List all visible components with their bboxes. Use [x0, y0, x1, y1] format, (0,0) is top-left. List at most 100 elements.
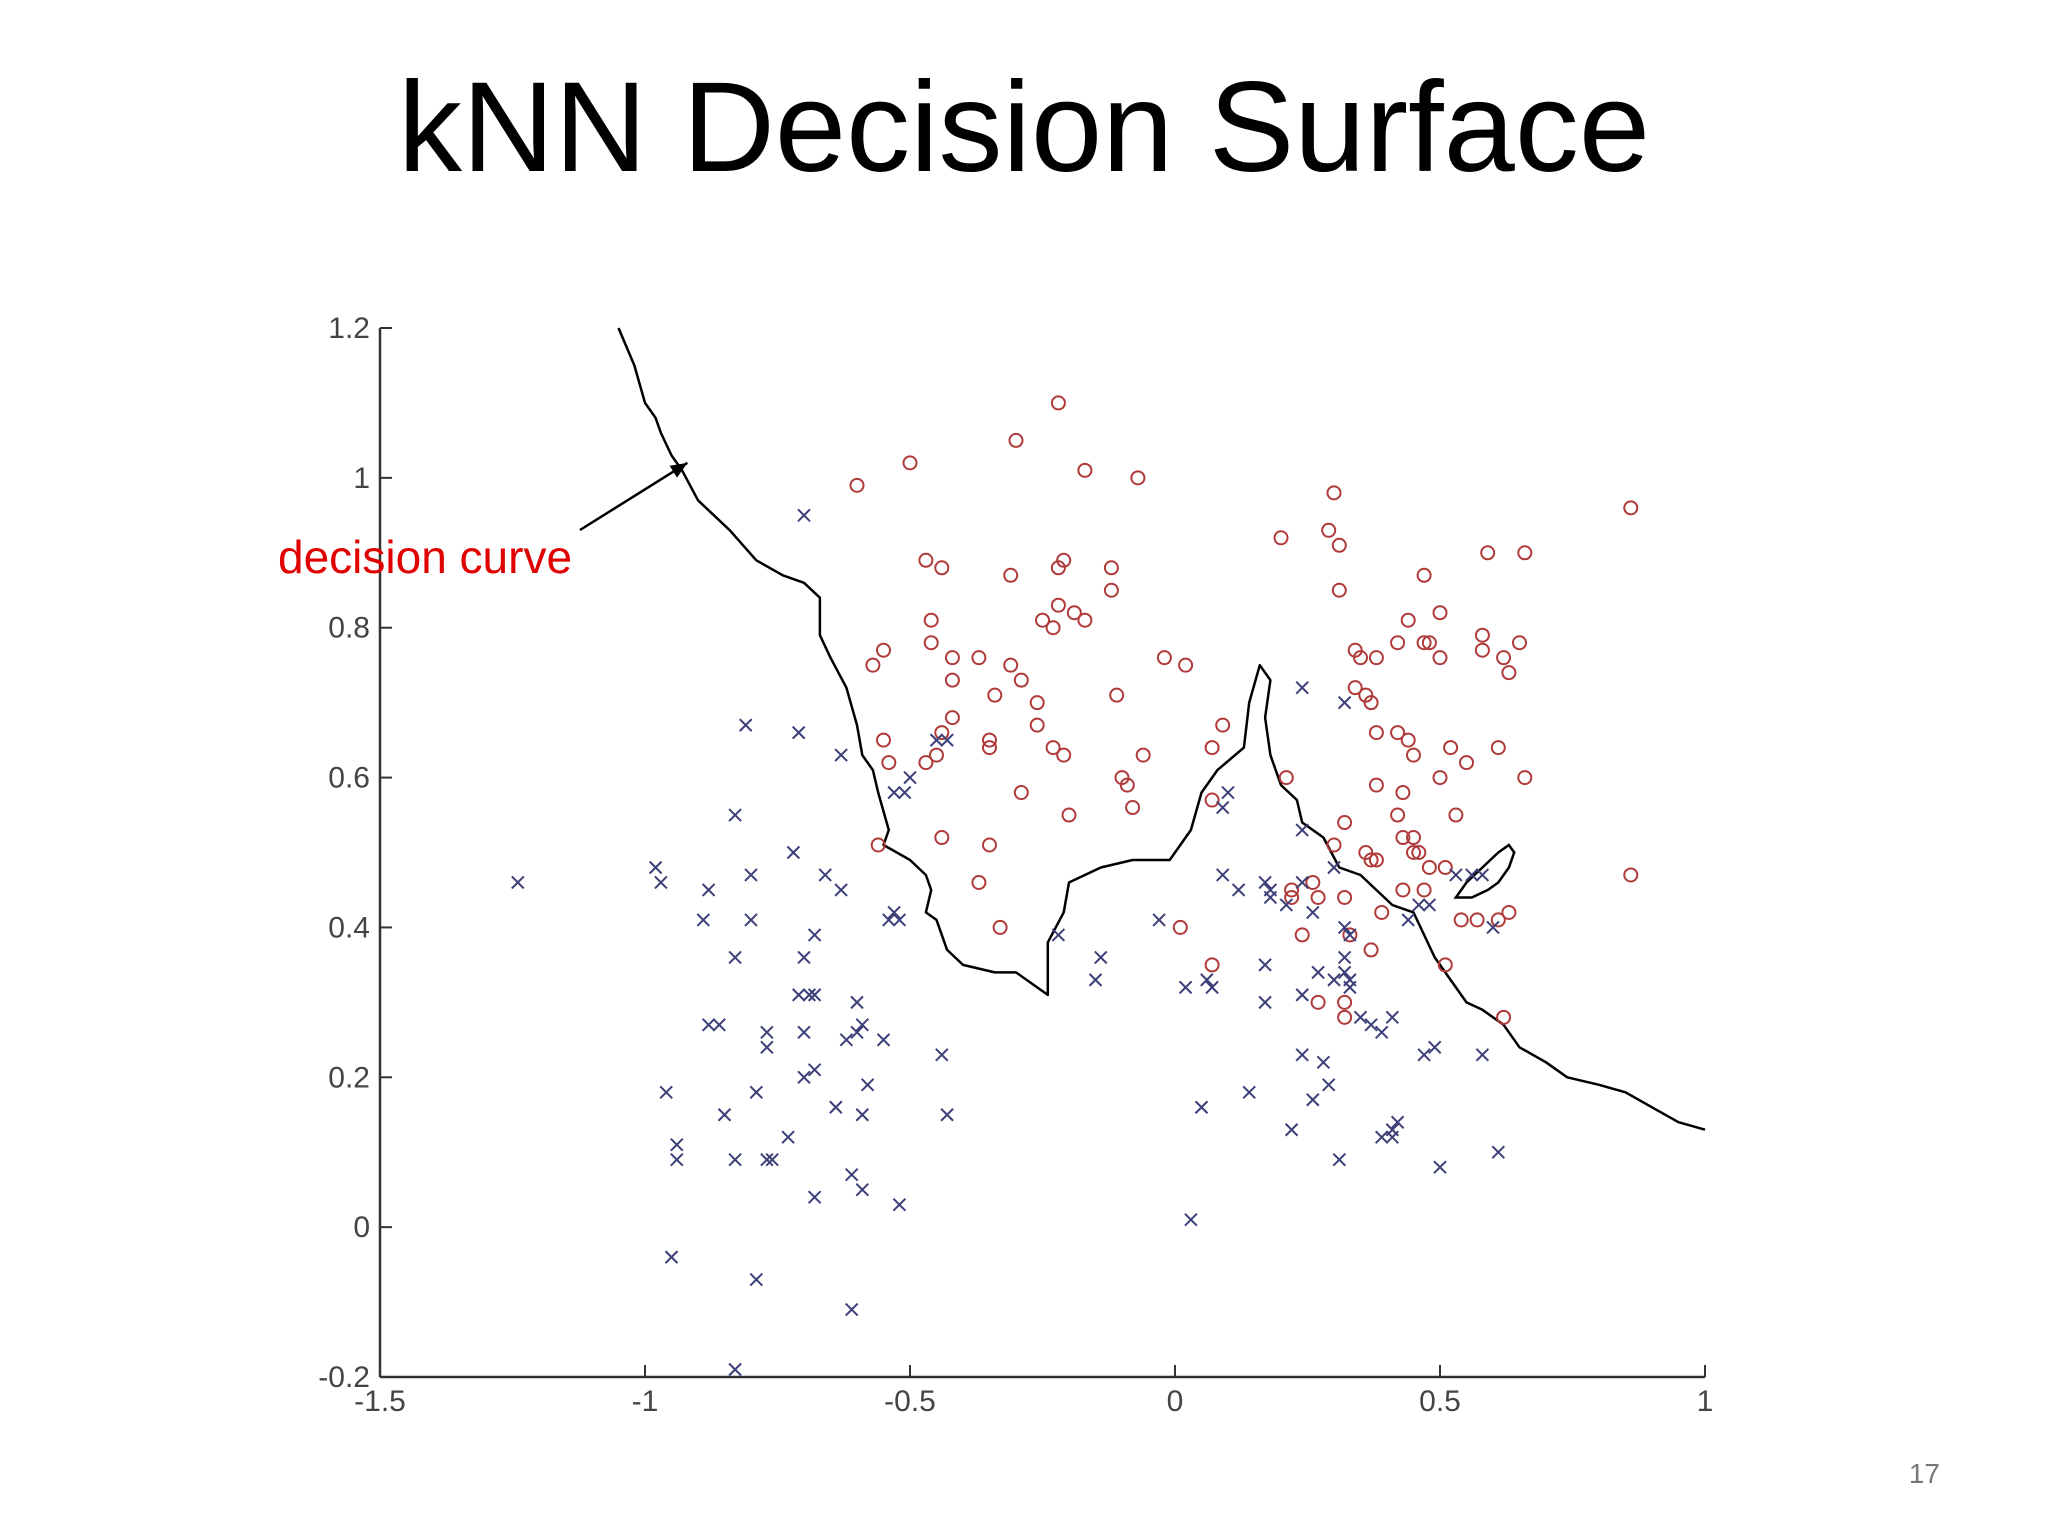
point-o: [865, 657, 881, 673]
point-x: [887, 785, 901, 800]
plot-axes: [378, 328, 1705, 1379]
point-o: [1337, 889, 1353, 905]
point-x: [1374, 1025, 1389, 1040]
point-x: [1412, 898, 1426, 912]
point-o: [876, 642, 891, 658]
point-x: [1337, 965, 1352, 980]
page-number: 17: [1908, 1458, 1940, 1489]
point-o: [1363, 695, 1379, 711]
point-o: [1204, 792, 1220, 808]
point-x: [855, 1182, 870, 1197]
point-o: [982, 837, 997, 853]
point-x: [1221, 785, 1235, 800]
point-x: [696, 913, 711, 927]
point-x: [807, 928, 822, 942]
point-x: [744, 913, 758, 927]
point-o: [923, 635, 939, 651]
point-x: [1422, 898, 1437, 912]
y-tick-label: 0: [353, 1211, 370, 1244]
point-o: [1374, 904, 1390, 920]
x-tick-label: 0.5: [1419, 1385, 1461, 1418]
point-o: [1119, 777, 1135, 793]
point-x: [659, 1085, 673, 1099]
point-o: [918, 755, 934, 771]
point-x: [807, 1190, 822, 1204]
point-x: [664, 1250, 679, 1264]
point-x: [670, 1153, 684, 1167]
point-o: [1390, 725, 1406, 741]
point-o: [944, 710, 960, 726]
point-x: [850, 1025, 864, 1040]
point-o: [1432, 770, 1448, 786]
point-x: [1311, 965, 1325, 980]
point-x: [1279, 898, 1294, 912]
point-x: [855, 1018, 870, 1032]
point-o: [1066, 605, 1082, 621]
point-o: [982, 732, 997, 748]
point-x: [760, 1153, 774, 1167]
point-x: [648, 860, 663, 875]
point-x: [1231, 883, 1246, 897]
point-o: [1321, 522, 1337, 538]
point-o: [1331, 537, 1347, 553]
point-x: [1263, 890, 1278, 905]
point-x: [1427, 1040, 1442, 1055]
y-tick-label: 0.4: [328, 911, 370, 944]
point-o: [1480, 545, 1496, 561]
point-o: [1310, 994, 1326, 1010]
point-x: [1284, 1123, 1299, 1137]
point-o: [1003, 657, 1019, 673]
point-o: [1305, 874, 1321, 890]
point-x: [749, 1085, 764, 1099]
point-o: [1390, 807, 1406, 823]
point-o: [1517, 545, 1533, 561]
point-x: [1194, 1100, 1209, 1114]
point-x: [1449, 868, 1463, 882]
axis-ticks: -1.5 -1 -0.5 0 0.5 1 -0.2 0 0.2 0.4 0.6 0.8 1 1.2: [318, 312, 1713, 1418]
point-o: [1501, 665, 1517, 681]
point-o: [1512, 635, 1527, 651]
point-x: [1475, 868, 1490, 882]
y-tick-label: -0.2: [318, 1361, 370, 1394]
point-o: [1453, 912, 1469, 928]
point-o: [1421, 859, 1437, 875]
decision-curve-group: [617, 327, 1706, 1131]
point-x: [1215, 800, 1230, 815]
point-o: [1416, 635, 1432, 651]
point-x: [935, 1048, 949, 1062]
point-x: [903, 770, 917, 785]
y-tick-label: 0.6: [328, 762, 370, 795]
point-o: [1215, 717, 1231, 733]
point-o: [1358, 687, 1374, 703]
point-o: [1294, 927, 1310, 943]
point-x: [1465, 868, 1479, 882]
point-x: [1321, 1078, 1336, 1092]
y-tick-label: 0.8: [328, 612, 370, 645]
x-tick-label: -0.5: [884, 1385, 936, 1418]
point-o: [1368, 852, 1384, 868]
point-o: [1284, 889, 1300, 905]
y-tick-label: 1.2: [328, 312, 370, 345]
point-x: [1343, 928, 1357, 942]
point-x: [749, 1272, 764, 1287]
x-tick-label: -1.5: [354, 1385, 406, 1418]
point-o: [1501, 904, 1517, 920]
point-x: [1306, 905, 1320, 920]
point-o: [1077, 462, 1093, 478]
point-x: [892, 1197, 907, 1212]
point-o: [918, 552, 934, 568]
point-o: [1368, 725, 1384, 741]
point-o: [1008, 432, 1024, 448]
point-o: [1448, 807, 1464, 823]
point-o: [1326, 485, 1342, 501]
point-x: [876, 1033, 891, 1047]
point-o: [1029, 717, 1045, 733]
point-o: [971, 874, 987, 890]
point-x: [1258, 995, 1272, 1010]
point-o: [1623, 500, 1639, 516]
point-o: [1490, 912, 1506, 928]
point-x: [797, 1025, 811, 1040]
point-o: [1029, 695, 1045, 711]
point-x: [797, 1070, 811, 1084]
point-x: [1374, 1130, 1389, 1144]
